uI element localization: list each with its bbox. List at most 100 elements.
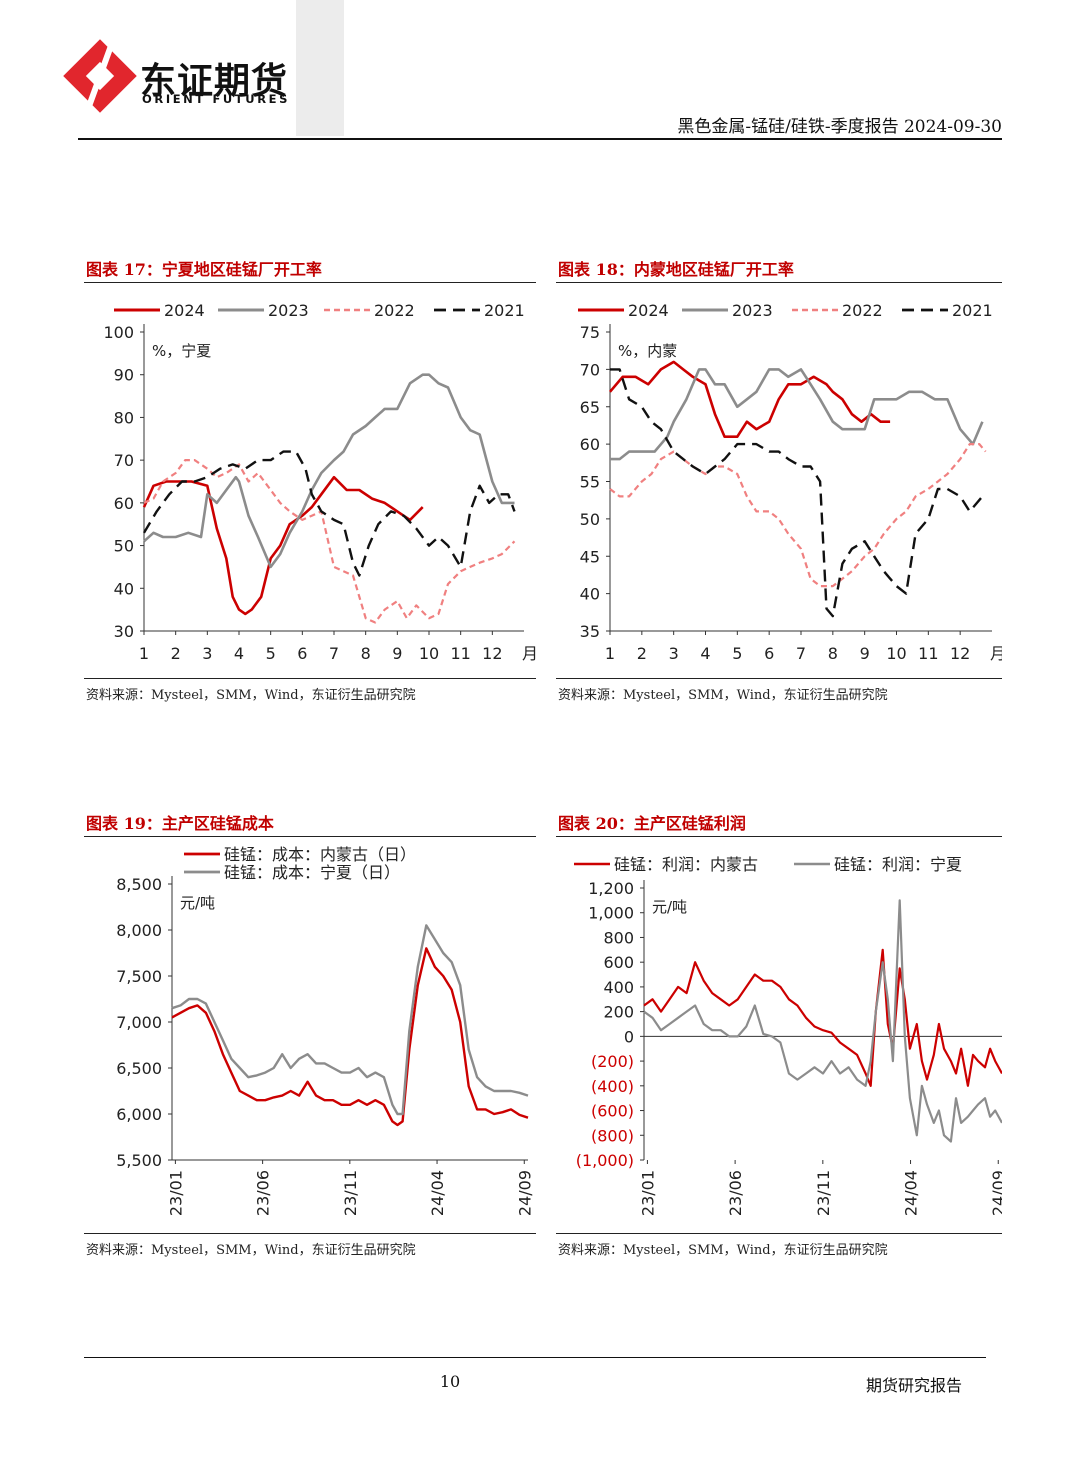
x-tick-label: 10 — [419, 644, 439, 663]
panel-title-20: 图表 20：主产区硅锰利润 — [558, 814, 746, 833]
y-tick-label: 50 — [114, 537, 134, 556]
y-tick-label: (400) — [591, 1077, 634, 1096]
series-line-2 — [643, 899, 1002, 1143]
x-tick-label: 11 — [450, 644, 470, 663]
series-line-2 — [610, 368, 984, 461]
title-rule-20 — [556, 836, 1002, 837]
series-line-3 — [609, 443, 987, 588]
legend-label-2: 硅锰：成本：宁夏（日） — [224, 863, 400, 882]
x-tick-label: 24/04 — [902, 1170, 921, 1216]
y-tick-label: 800 — [603, 928, 634, 947]
legend-label-1: 2024 — [628, 301, 669, 320]
series-line-1 — [609, 360, 891, 438]
y-tick-label: 75 — [580, 323, 600, 342]
y-tick-label: 8,500 — [116, 875, 162, 894]
y-tick-label: (200) — [591, 1052, 634, 1071]
x-tick-label: 2 — [637, 644, 647, 663]
legend-label-2: 2023 — [732, 301, 773, 320]
x-unit-label: 月 — [990, 644, 1002, 663]
y-tick-label: 40 — [580, 585, 600, 604]
series-line-2 — [143, 373, 515, 569]
x-tick-label: 10 — [886, 644, 906, 663]
y-tick-label: 6,000 — [116, 1105, 162, 1124]
logo-mark-icon — [63, 39, 137, 113]
x-tick-label: 4 — [700, 644, 710, 663]
series-line-3 — [143, 459, 516, 624]
logo-english-text: ORIENT FUTURES — [142, 92, 291, 106]
y-tick-label: 200 — [603, 1003, 634, 1022]
unit-label: %，内蒙 — [618, 342, 677, 360]
y-tick-label: 65 — [580, 398, 600, 417]
legend-label-4: 2021 — [952, 301, 993, 320]
series-line-4 — [610, 368, 984, 618]
y-tick-label: 45 — [580, 547, 600, 566]
y-tick-label: 80 — [114, 408, 134, 427]
unit-label: %，宁夏 — [152, 342, 211, 360]
x-tick-label: 23/11 — [814, 1170, 833, 1216]
x-tick-label: 9 — [860, 644, 870, 663]
legend-label-1: 2024 — [164, 301, 205, 320]
x-tick-label: 5 — [266, 644, 276, 663]
y-tick-label: 0 — [624, 1027, 634, 1046]
y-tick-label: 50 — [580, 510, 600, 529]
x-tick-label: 8 — [361, 644, 371, 663]
title-rule-18 — [556, 282, 1002, 283]
x-tick-label: 7 — [329, 644, 339, 663]
y-tick-label: 35 — [580, 622, 600, 641]
x-tick-label: 11 — [918, 644, 938, 663]
x-tick-label: 1 — [605, 644, 615, 663]
y-tick-label: 5,500 — [116, 1151, 162, 1170]
x-tick-label: 23/06 — [254, 1170, 273, 1216]
legend-label-1: 硅锰：利润：内蒙古 — [614, 855, 758, 874]
x-tick-label: 12 — [482, 644, 502, 663]
source-rule-19 — [84, 1233, 536, 1234]
y-tick-label: (800) — [591, 1126, 634, 1145]
header-rule — [78, 138, 1002, 140]
series-line-4 — [142, 450, 516, 577]
footer-rule — [84, 1357, 986, 1358]
y-tick-label: 70 — [580, 360, 600, 379]
x-tick-label: 4 — [234, 644, 244, 663]
y-tick-label: 60 — [580, 435, 600, 454]
y-tick-label: 1,000 — [588, 904, 634, 923]
y-tick-label: 400 — [603, 978, 634, 997]
y-tick-label: 30 — [114, 622, 134, 641]
panel-title-18: 图表 18：内蒙地区硅锰厂开工率 — [558, 260, 794, 279]
x-tick-label: 24/09 — [515, 1170, 534, 1216]
chart-main-region-profit: (1,000) (800) (600) (400) (200) 0 200 400 600 800… — [574, 855, 1002, 1216]
report-title: 黑色金属-锰硅/硅铁-季度报告 2024-09-30 — [677, 117, 1002, 137]
legend-label-2: 硅锰：利润：宁夏 — [834, 855, 962, 874]
y-tick-label: 70 — [114, 451, 134, 470]
x-tick-label: 6 — [297, 644, 307, 663]
x-tick-label: 3 — [202, 644, 212, 663]
x-tick-label: 9 — [392, 644, 402, 663]
series-line-1 — [142, 475, 424, 616]
y-tick-label: (600) — [591, 1102, 634, 1121]
header-band — [296, 0, 344, 136]
y-tick-label: 40 — [114, 579, 134, 598]
x-tick-label: 3 — [669, 644, 679, 663]
unit-label: 元/吨 — [180, 894, 215, 912]
x-tick-label: 12 — [950, 644, 970, 663]
source-rule-17 — [84, 678, 536, 679]
source-note-18: 资料来源：Mysteel，SMM，Wind，东证衍生品研究院 — [558, 688, 888, 703]
y-tick-label: 100 — [103, 323, 134, 342]
x-tick-label: 7 — [796, 644, 806, 663]
legend-label-1: 硅锰：成本：内蒙古（日） — [224, 845, 416, 864]
x-tick-label: 6 — [764, 644, 774, 663]
title-rule-19 — [84, 836, 536, 837]
x-tick-label: 1 — [139, 644, 149, 663]
panel-title-19: 图表 19：主产区硅锰成本 — [86, 814, 274, 833]
x-tick-label: 5 — [732, 644, 742, 663]
panel-title-17: 图表 17：宁夏地区硅锰厂开工率 — [86, 260, 322, 279]
x-tick-label: 2 — [171, 644, 181, 663]
unit-label: 元/吨 — [652, 898, 687, 916]
source-rule-20 — [556, 1233, 1002, 1234]
x-tick-label: 23/06 — [726, 1170, 745, 1216]
x-unit-label: 月 — [522, 644, 536, 663]
y-tick-label: 7,500 — [116, 967, 162, 986]
chart-main-region-cost: 5,500 6,000 6,500 7,000 7,500 8,000 8,500 元/吨 23… — [116, 845, 534, 1216]
x-tick-label: 8 — [828, 644, 838, 663]
y-tick-label: 8,000 — [116, 921, 162, 940]
